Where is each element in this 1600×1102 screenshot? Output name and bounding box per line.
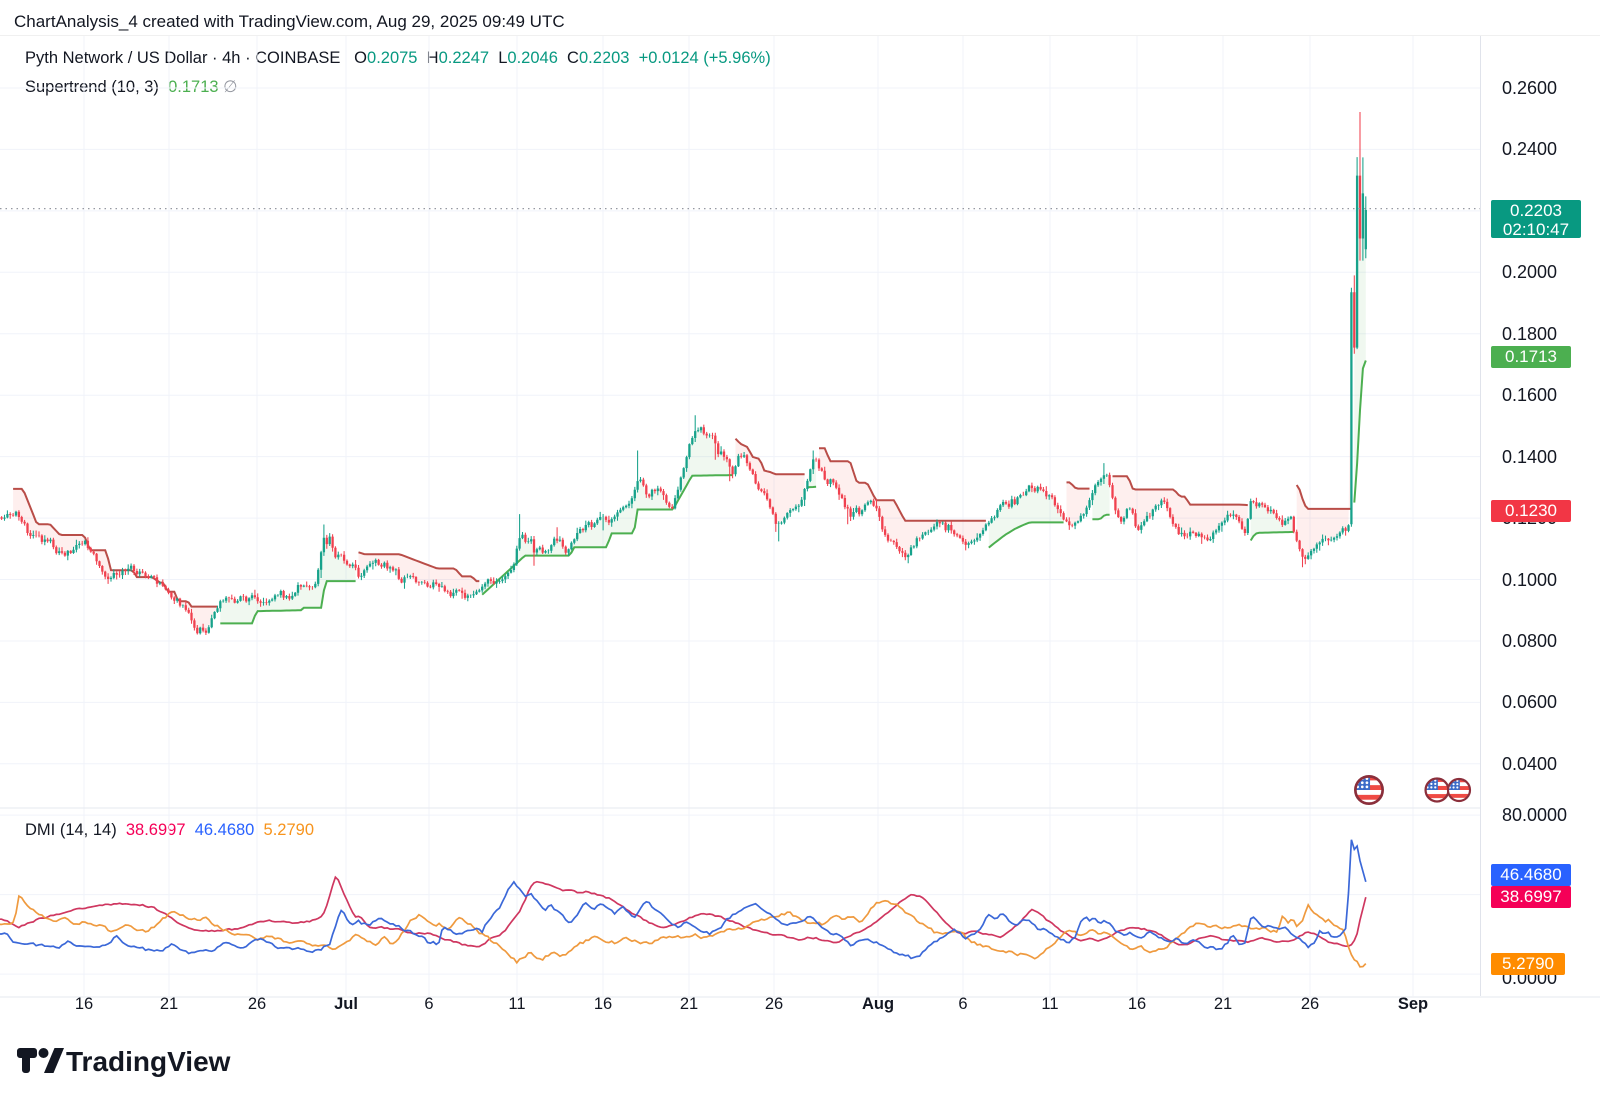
svg-text:TradingView: TradingView — [66, 1046, 231, 1077]
